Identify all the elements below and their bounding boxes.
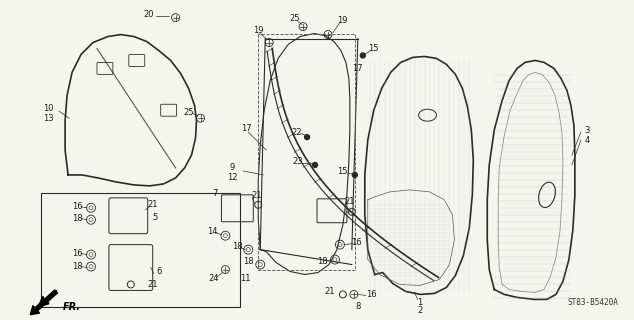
Text: 21: 21: [148, 280, 158, 289]
Text: 3: 3: [584, 126, 590, 135]
Text: 7: 7: [213, 189, 218, 198]
Text: ST83-B5420A: ST83-B5420A: [568, 298, 619, 307]
Text: 11: 11: [240, 274, 250, 283]
Bar: [41, 193, 240, 307]
Text: 25: 25: [183, 108, 194, 117]
Text: 16: 16: [351, 238, 362, 247]
Text: 18: 18: [316, 257, 327, 266]
Text: 21: 21: [148, 200, 158, 209]
Text: 16: 16: [366, 290, 377, 299]
Circle shape: [313, 163, 318, 167]
Text: 23: 23: [293, 157, 304, 166]
Text: 2: 2: [417, 306, 422, 315]
Text: 14: 14: [207, 227, 217, 236]
Text: 1: 1: [417, 298, 422, 307]
Text: 19: 19: [337, 16, 347, 25]
Text: 4: 4: [584, 136, 590, 145]
Text: 21: 21: [325, 287, 335, 296]
Text: 13: 13: [43, 114, 53, 123]
Text: 16: 16: [72, 249, 82, 258]
Text: 21: 21: [345, 197, 355, 206]
Text: 6: 6: [156, 267, 162, 276]
Text: 18: 18: [232, 242, 243, 251]
Text: 16: 16: [72, 202, 82, 211]
Text: 19: 19: [253, 26, 264, 35]
Text: 8: 8: [355, 302, 361, 311]
Circle shape: [360, 53, 365, 58]
Text: 20: 20: [143, 10, 154, 19]
Circle shape: [304, 135, 309, 140]
Circle shape: [353, 172, 358, 177]
Text: 22: 22: [292, 128, 302, 137]
Text: 9: 9: [230, 164, 235, 172]
Text: 24: 24: [208, 274, 219, 283]
Text: 5: 5: [152, 213, 157, 222]
Text: 21: 21: [251, 191, 261, 200]
Text: 18: 18: [243, 257, 254, 266]
Text: 25: 25: [290, 14, 301, 23]
Text: 10: 10: [43, 104, 53, 113]
FancyArrow shape: [30, 290, 58, 315]
Text: 17: 17: [241, 124, 252, 132]
Text: 12: 12: [227, 173, 238, 182]
Text: 18: 18: [72, 262, 82, 271]
Text: 17: 17: [353, 64, 363, 73]
Text: 18: 18: [72, 214, 82, 223]
Text: FR.: FR.: [63, 302, 81, 312]
Text: 15: 15: [337, 167, 347, 176]
Text: 15: 15: [368, 44, 379, 53]
